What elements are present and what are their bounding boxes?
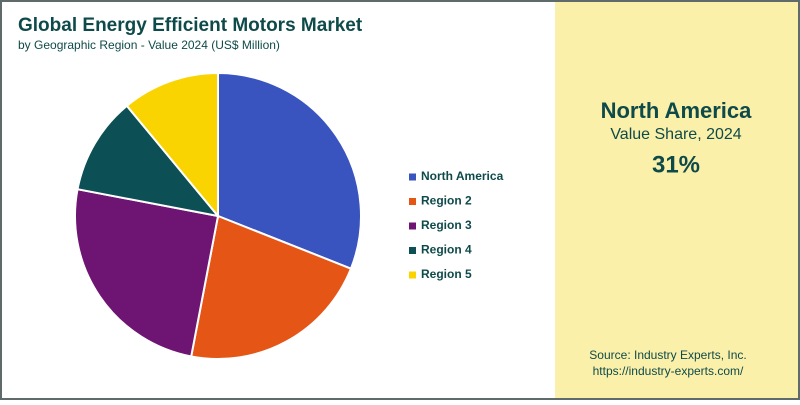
side-panel [555,2,798,398]
highlight-region: North America [601,98,753,123]
legend-label: Region 3 [421,218,472,232]
legend-label: Region 2 [421,194,472,208]
highlight-value: 31% [652,151,700,178]
pie [74,71,362,360]
legend-label: Region 5 [421,267,472,281]
legend-swatch [409,271,416,279]
legend-swatch [409,198,416,205]
chart-subtitle: by Geographic Region - Value 2024 (US$ M… [18,38,280,52]
source: Source: Industry Experts, Inc. [589,348,746,362]
legend-swatch [409,173,416,181]
pie-slice [76,104,221,218]
legend: North America Region 2 Region 3 Region 4 Reg… [409,169,504,281]
chart-title: Global Energy Efficient Motors Market [18,15,363,36]
pie-slice [125,71,219,219]
pie-slice [74,188,220,358]
legend-swatch [409,247,416,254]
pie-slice [217,71,362,270]
highlight-label: Value Share, 2024 [610,126,741,143]
pie-slice [190,214,353,360]
legend-label: Region 4 [421,243,472,257]
source-url: https://industry-experts.com/ [593,364,744,378]
legend-label: North America [421,169,504,183]
legend-swatch [409,222,416,230]
